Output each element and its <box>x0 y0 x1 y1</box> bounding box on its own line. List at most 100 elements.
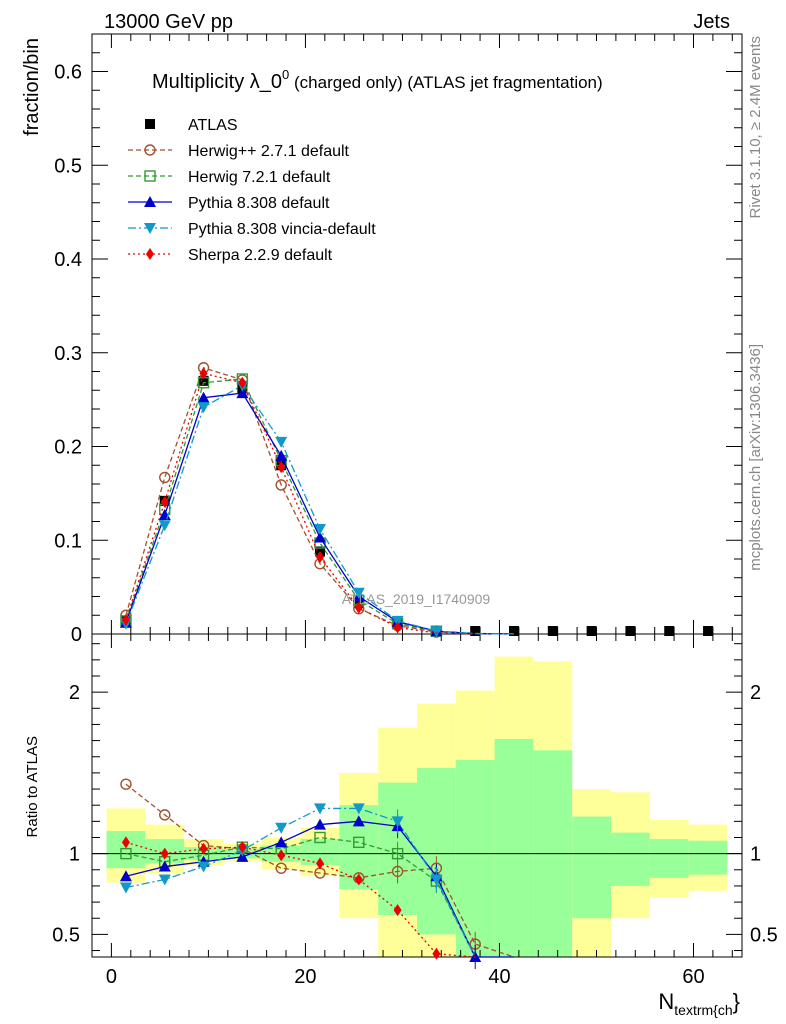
ratio-point-sherpa <box>199 842 208 855</box>
series-line-herwigpp <box>125 366 515 635</box>
ratio-point-herwigpp <box>159 809 171 821</box>
data-point-pythia <box>197 391 210 403</box>
top-y-tick-label: 0 <box>71 624 82 646</box>
ratio-point-herwigpp <box>120 778 132 790</box>
ratio-point-vincia <box>158 874 171 886</box>
ratio-point-vincia <box>197 861 210 873</box>
title-main: Multiplicity λ_0 <box>152 71 282 93</box>
ratio-y-tick-label-right: 1 <box>750 844 761 866</box>
ratio-point-vincia <box>430 874 443 886</box>
data-point-sherpa <box>121 613 130 626</box>
plot-title: Multiplicity λ_00 (charged only) (ATLAS … <box>152 67 603 93</box>
x-tick-label: 20 <box>294 966 316 988</box>
ratio-point-pythia <box>313 818 326 830</box>
watermark: ATLAS_2019_I1740909 <box>342 591 491 607</box>
legend-marker-herwigpp <box>144 144 156 156</box>
legend-label-sherpa: Sherpa 2.2.9 default <box>188 247 333 264</box>
data-point-herwigpp <box>275 479 287 491</box>
legend-label-herwigpp: Herwig++ 2.7.1 default <box>188 143 350 160</box>
ratio-line-herwig7 <box>125 836 476 958</box>
bottom-frame <box>91 633 743 958</box>
data-point-sherpa <box>315 551 324 564</box>
top-series-group <box>119 362 714 638</box>
data-point-atlas <box>703 626 714 636</box>
ratio-point-vincia <box>391 816 404 828</box>
data-point-atlas <box>198 375 209 386</box>
title-sup: 0 <box>282 67 289 82</box>
band-inner-bin <box>455 759 495 957</box>
x-tick-label: 40 <box>488 966 510 988</box>
ratio-point-vincia <box>275 822 288 834</box>
series-line-sherpa <box>125 372 476 635</box>
ratio-y-tick-label: 2 <box>69 682 80 704</box>
ratio-point-pythia <box>119 870 132 882</box>
band-inner-bin <box>417 768 456 935</box>
top-y-tick-label: 0.2 <box>54 437 82 459</box>
band-inner-bin <box>649 839 689 878</box>
data-point-sherpa <box>277 461 286 474</box>
band-inner-bin <box>572 816 612 919</box>
legend-marker-herwig7 <box>144 170 156 182</box>
legend-label-atlas: ATLAS <box>188 117 238 134</box>
ratio-point-pythia <box>275 836 288 848</box>
ratio-series-group <box>119 778 515 969</box>
data-point-vincia <box>313 524 326 535</box>
ratio-point-vincia <box>313 803 326 815</box>
ratio-point-herwig7 <box>120 847 132 860</box>
xlabel-main: N <box>658 989 674 1014</box>
top-y-tick-label: 0.6 <box>54 62 82 84</box>
legend-marker-pythia <box>144 196 156 207</box>
axes: 0 20 40 60 0 0.1 0.2 0.3 0.4 0.5 0.6 0.5 0.5 1 1 2 2 <box>52 33 778 988</box>
data-point-vincia <box>275 436 288 448</box>
ratio-point-pythia <box>158 860 171 872</box>
xlabel-close: } <box>733 989 740 1014</box>
ratio-y-tick-label: 1 <box>69 844 80 866</box>
data-point-vincia <box>430 626 443 638</box>
legend-label-pythia: Pythia 8.308 default <box>188 195 330 212</box>
top-ylabel: fraction/bin <box>21 38 43 136</box>
ratio-point-herwig7 <box>391 847 404 860</box>
data-point-pythia <box>313 531 326 543</box>
header-right: Jets <box>693 11 730 33</box>
x-tick-label: 0 <box>106 966 117 988</box>
legend-marker-sherpa <box>146 248 154 260</box>
band-inner-bin <box>688 840 728 875</box>
ratio-y-tick-label-right: 2 <box>750 682 761 704</box>
ratio-point-sherpa <box>354 873 363 886</box>
data-point-vincia <box>391 615 404 627</box>
data-point-herwigpp <box>159 471 171 484</box>
data-point-vincia <box>197 402 210 414</box>
top-y-tick-label: 0.4 <box>54 249 82 271</box>
data-point-pythia <box>236 387 249 399</box>
data-point-sherpa <box>354 601 363 614</box>
top-y-tick-label: 0.3 <box>54 343 82 365</box>
ratio-point-sherpa <box>315 857 324 870</box>
ratio-point-vincia <box>119 882 132 894</box>
data-point-atlas <box>664 626 675 636</box>
bottom-ylabel: Ratio to ATLAS <box>24 736 41 837</box>
ratio-y-tick-label-right: 0.5 <box>750 924 778 946</box>
ratio-line-herwigpp <box>125 783 515 958</box>
ratio-point-sherpa <box>238 841 247 854</box>
data-point-pythia <box>275 449 288 461</box>
ratio-bands <box>92 656 742 957</box>
data-point-atlas <box>547 626 558 636</box>
band-inner-bin <box>611 832 650 886</box>
legend: ATLAS Herwig++ 2.7.1 default Herwig 7.2.1 … <box>128 117 376 264</box>
title-rest: (charged only) (ATLAS jet fragmentation) <box>289 73 602 92</box>
data-point-atlas <box>509 626 520 636</box>
legend-marker-vincia <box>144 223 156 234</box>
legend-label-vincia: Pythia 8.308 vincia-default <box>188 221 376 238</box>
xlabel-sub: textrm{ch <box>674 1002 732 1018</box>
ratio-point-herwigpp <box>275 862 287 874</box>
data-point-sherpa <box>238 376 247 389</box>
mcplots-label: mcplots.cern.ch [arXiv:1306.3436] <box>747 344 764 571</box>
ratio-point-sherpa <box>432 947 441 960</box>
ratio-point-vincia <box>352 803 365 815</box>
data-point-sherpa <box>160 495 169 508</box>
data-point-atlas <box>470 626 481 636</box>
data-point-atlas <box>586 626 597 636</box>
ratio-point-sherpa <box>277 849 286 862</box>
